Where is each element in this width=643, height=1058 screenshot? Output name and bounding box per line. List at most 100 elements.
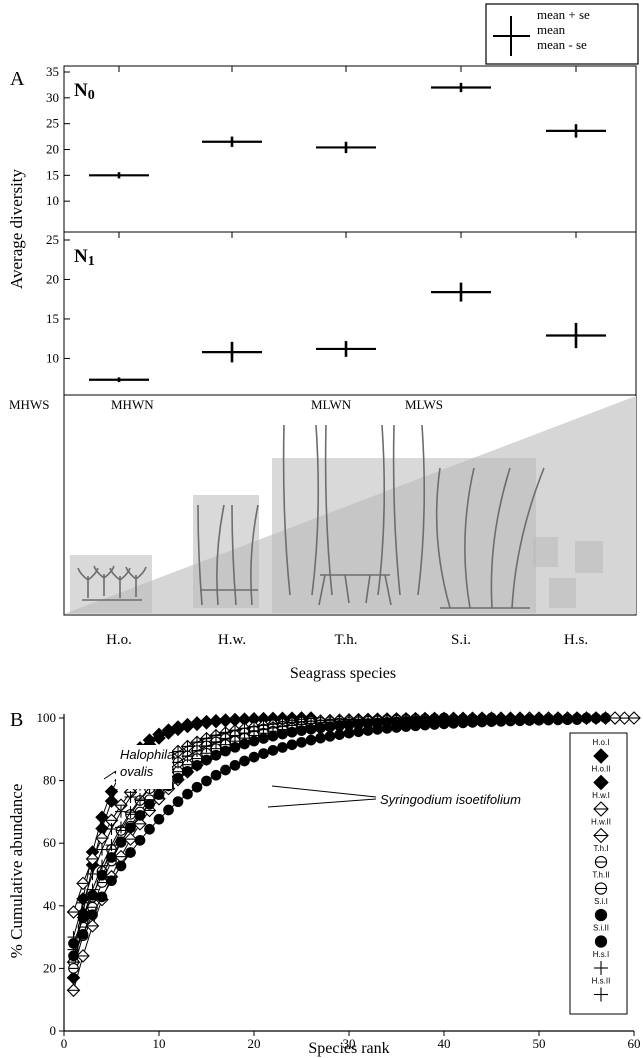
- data-point: [161, 726, 176, 740]
- plant-thalassia: [272, 458, 536, 613]
- y-tick-label: 30: [46, 90, 59, 105]
- data-point: [172, 772, 184, 784]
- y-tick-label: 35: [46, 64, 59, 79]
- x-axis-label: Species rank: [308, 1040, 389, 1057]
- data-point: [258, 748, 269, 759]
- subpanel-frame: [63, 65, 637, 233]
- legend-b: H.o.I H.o.II H.w.I H.w.II T.h.I T.h.II S.i.I S.…: [569, 732, 628, 1015]
- subpanel-letter: N: [74, 246, 88, 267]
- data-point: [533, 714, 545, 726]
- legend-entry-label: T.h.I: [593, 844, 608, 853]
- plant-stroke: [311, 424, 320, 596]
- plant-stroke: [109, 567, 131, 598]
- data-point: [600, 712, 611, 724]
- data-point: [134, 834, 146, 846]
- subpanel-N0: 10 15 20 25 30 35 N0: [46, 64, 637, 233]
- plant-halophila-stipulacea-3: [549, 578, 576, 608]
- data-point: [590, 712, 602, 724]
- data-point: [77, 928, 89, 940]
- panel-b: B % Cumulative abundance Species rank 0 10 20…: [7, 709, 641, 1057]
- data-point: [191, 760, 203, 771]
- y-tick-label: 20: [46, 142, 59, 157]
- data-point: [372, 724, 383, 735]
- y-tick-label: 25: [46, 232, 59, 247]
- roots: [318, 574, 392, 606]
- data-point: [191, 781, 203, 793]
- subpanel-letter: N: [74, 80, 88, 101]
- data-point: [229, 741, 241, 753]
- plant-stroke: [216, 504, 225, 606]
- data-point: [182, 788, 193, 800]
- legend-entry-label: H.o.II: [591, 765, 610, 774]
- category-label: T.h.: [334, 632, 357, 648]
- y-tick-label: 20: [46, 271, 59, 286]
- legend-entry-label: H.s.I: [593, 950, 609, 959]
- plant-stroke: [282, 424, 291, 596]
- series-S.i.II: [68, 712, 592, 962]
- legend-marker: [593, 748, 609, 764]
- data-point: [96, 891, 108, 903]
- data-point: [571, 714, 583, 725]
- annotation-bg: [376, 790, 536, 808]
- data-point: [172, 796, 184, 808]
- data-point: [324, 730, 336, 742]
- plant-stroke: [197, 504, 203, 606]
- data-point: [134, 809, 146, 821]
- y-axis-label: Average diversity: [7, 168, 26, 289]
- data-point: [581, 712, 592, 724]
- data-point: [524, 715, 535, 726]
- y-tick-label: 60: [43, 835, 56, 850]
- annotation-syringodium: Syringodium isoetifolium: [380, 792, 521, 807]
- habitat-illustration: MHWS MHWN MLWN MLWS: [9, 394, 637, 616]
- data-point: [115, 836, 127, 848]
- zone-label: MLWS: [405, 397, 443, 412]
- plant-stroke: [392, 424, 401, 596]
- plant-stroke: [93, 565, 115, 596]
- legend-entry: mean + se: [537, 7, 590, 22]
- annotation-pointer: [267, 798, 377, 808]
- category-label: H.s.: [564, 632, 588, 648]
- data-point: [248, 735, 260, 747]
- plant-stroke: [250, 504, 259, 606]
- panel-label: A: [10, 68, 25, 90]
- legend-marker: [593, 774, 609, 791]
- subpanel-N1: 10 15 20 25 N1: [46, 231, 637, 396]
- data-point: [229, 759, 241, 771]
- data-point: [182, 766, 193, 777]
- x-tick-label: 0: [61, 1036, 68, 1051]
- data-point: [152, 731, 166, 745]
- y-tick-label: 0: [50, 1023, 57, 1038]
- plant-stroke: [231, 504, 237, 606]
- plant-halophila-ovalis: [70, 555, 152, 613]
- data-point: [315, 732, 326, 744]
- data-point: [87, 909, 98, 921]
- x-tick-label: 10: [153, 1036, 166, 1051]
- data-point: [201, 754, 212, 766]
- data-point: [220, 764, 231, 776]
- subpanel-label: N1: [74, 246, 95, 269]
- plant-stroke: [490, 467, 511, 609]
- data-point: [104, 794, 119, 808]
- data-point: [334, 729, 345, 740]
- legend-marker: [594, 935, 608, 948]
- x-tick-label: 30: [343, 1036, 356, 1051]
- annotation-pointer: [271, 785, 377, 798]
- plant-stroke: [77, 567, 99, 598]
- legend-entry-label: S.i.II: [593, 924, 609, 933]
- data-point: [106, 852, 117, 863]
- annotation-pointer: [103, 770, 117, 780]
- y-tick-label: 15: [46, 311, 59, 326]
- data-point: [543, 714, 554, 726]
- plant-halophila-wrightii: [193, 495, 259, 608]
- subpanel-subscript: 1: [88, 254, 95, 269]
- data-point: [267, 745, 279, 756]
- plant-stroke: [125, 566, 147, 597]
- plant-halophila-stipulacea-1: [533, 537, 558, 567]
- plant-stroke: [435, 467, 451, 609]
- x-tick-label: 50: [533, 1036, 546, 1051]
- data-point: [286, 739, 298, 751]
- annotation-halophila: Halophila: [120, 747, 174, 762]
